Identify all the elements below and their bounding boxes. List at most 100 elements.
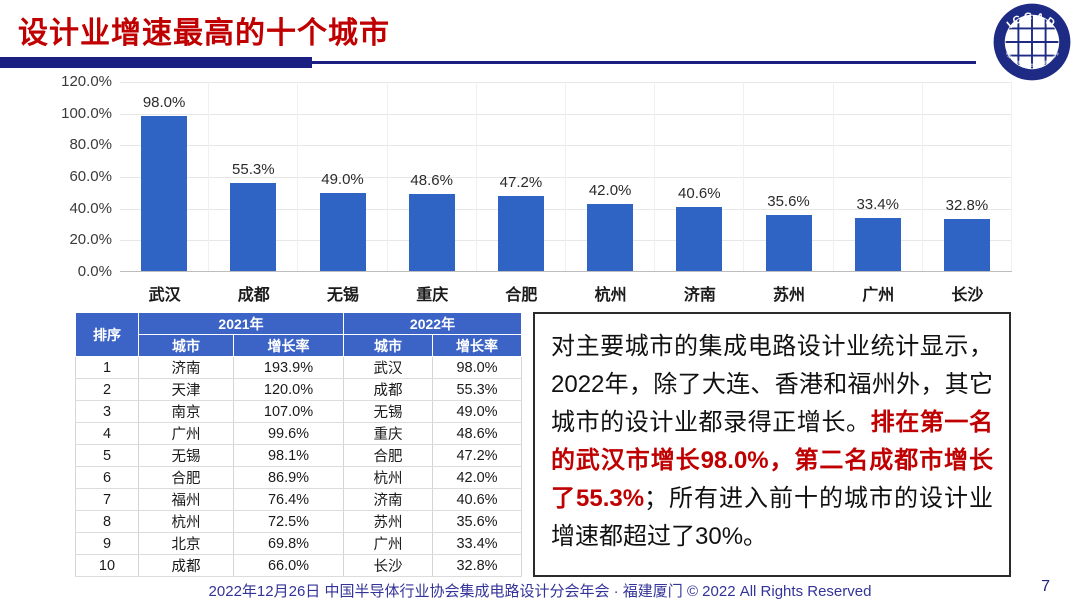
commentary-text-1: 对主要城市的集成电路设计业统计显示，2022年，除了大连、香港和福州外，其它城市… <box>551 333 993 436</box>
table-cell: 济南 <box>343 488 433 511</box>
table-row: 5 无锡 98.1% 合肥 47.2% <box>75 444 522 467</box>
table-cell: 3 <box>75 400 139 423</box>
bar-value-label: 47.2% <box>499 174 543 191</box>
bar-group: 35.6% <box>744 82 834 271</box>
table-row: 1 济南 193.9% 武汉 98.0% <box>75 356 522 379</box>
table-row: 9 北京 69.8% 广州 33.4% <box>75 532 522 555</box>
table-cell: 7 <box>75 488 139 511</box>
table-cell: 9 <box>75 532 139 555</box>
bar <box>587 204 634 271</box>
y-tick-label: 0.0% <box>77 263 112 280</box>
table-cell: 杭州 <box>343 466 433 489</box>
bar-value-label: 35.6% <box>767 193 810 210</box>
table-cell: 33.4% <box>432 532 522 555</box>
table-cell: 193.9% <box>233 356 344 379</box>
y-tick-label: 100.0% <box>61 104 112 122</box>
bar <box>141 116 188 271</box>
table-cell: 8 <box>75 510 139 533</box>
x-tick-label: 武汉 <box>148 287 181 304</box>
y-tick-label: 40.0% <box>69 199 112 217</box>
table-row: 10 成都 66.0% 长沙 32.8% <box>75 554 522 577</box>
table-cell: 69.8% <box>233 532 344 555</box>
y-tick-label: 80.0% <box>69 136 112 154</box>
table-row: 7 福州 76.4% 济南 40.6% <box>75 488 522 511</box>
table-cell: 98.0% <box>432 356 522 379</box>
bar <box>230 183 277 271</box>
table-cell: 重庆 <box>343 422 433 445</box>
bar-group: 33.4% <box>834 82 923 271</box>
title-underline-thin <box>312 61 976 64</box>
y-tick-label: 20.0% <box>69 231 112 249</box>
table-cell: 47.2% <box>432 444 522 467</box>
table-cell: 2 <box>75 378 139 401</box>
table-cell: 49.0% <box>432 400 522 423</box>
y-tick-label: 120.0% <box>61 73 112 90</box>
table-cell: 无锡 <box>138 444 234 467</box>
table-row: 8 杭州 72.5% 苏州 35.6% <box>75 510 522 533</box>
bar-value-label: 33.4% <box>856 196 899 213</box>
x-tick-label: 长沙 <box>951 287 984 304</box>
table-cell: 5 <box>75 444 139 467</box>
table-row: 4 广州 99.6% 重庆 48.6% <box>75 422 522 445</box>
bar-group: 55.3% <box>209 82 299 271</box>
ranking-table: 排序 2021年 2022年 城市 增长率 城市 增长率 1 济南 193.9% 武汉 98.0% 2 天… <box>75 312 522 577</box>
table-cell: 天津 <box>138 378 234 401</box>
iccad-logo-icon: ICCAD 中国半导体行业协会集成电路设计分会 <box>993 3 1071 81</box>
plot-area: 98.0% 55.3% 49.0% 48.6% 47.2% 42.0% 40.6% 35.6%… <box>120 82 1013 272</box>
sub-header-cell: 城市 <box>343 334 433 357</box>
table-cell: 北京 <box>138 532 234 555</box>
bar-value-label: 98.0% <box>142 94 186 111</box>
table-cell: 99.6% <box>233 422 344 445</box>
table-head: 排序 2021年 2022年 城市 增长率 城市 增长率 <box>75 312 522 357</box>
bar-value-label: 42.0% <box>588 182 632 199</box>
table-cell: 广州 <box>343 532 433 555</box>
bar-value-label: 49.0% <box>321 171 364 188</box>
table-cell: 杭州 <box>138 510 234 533</box>
table-cell: 济南 <box>138 356 234 379</box>
table-row: 2 天津 120.0% 成都 55.3% <box>75 378 522 401</box>
table-cell: 76.4% <box>233 488 344 511</box>
commentary-box: 对主要城市的集成电路设计业统计显示，2022年，除了大连、香港和福州外，其它城市… <box>533 312 1011 577</box>
table-cell: 72.5% <box>233 510 344 533</box>
bar-group: 98.0% <box>120 82 210 271</box>
year-header-cell: 2021年 <box>138 312 344 335</box>
x-axis-labels: 武汉 成都 无锡 重庆 合肥 杭州 济南 苏州 广州 长沙 <box>120 281 1012 305</box>
table-header-row: 排序 2021年 2022年 <box>75 312 522 357</box>
x-tick-label: 杭州 <box>594 287 627 304</box>
sub-header-cell: 增长率 <box>233 334 344 357</box>
table-cell: 长沙 <box>343 554 433 577</box>
x-tick-label: 济南 <box>683 287 716 304</box>
table-cell: 86.9% <box>233 466 344 489</box>
x-tick-label: 苏州 <box>773 287 806 304</box>
table-subheader-row: 城市 增长率 城市 增长率 <box>76 334 522 357</box>
bar-group: 42.0% <box>566 82 656 271</box>
table-cell: 福州 <box>138 488 234 511</box>
bar <box>854 218 901 271</box>
title-underline-thick <box>0 57 312 68</box>
bar <box>408 194 455 271</box>
table-cell: 成都 <box>343 378 433 401</box>
bar-value-label: 32.8% <box>945 197 989 214</box>
bar-value-label: 55.3% <box>232 161 275 178</box>
table-cell: 107.0% <box>233 400 344 423</box>
bar <box>676 207 723 271</box>
bar-value-label: 40.6% <box>678 185 721 202</box>
iccad-logo: ICCAD 中国半导体行业协会集成电路设计分会 <box>992 2 1072 82</box>
bar-group: 48.6% <box>388 82 477 271</box>
x-tick-label: 合肥 <box>505 287 538 304</box>
commentary-text-2: ；所有进入前十的城市的设计业增速都超过了30%。 <box>551 485 993 550</box>
table-cell: 6 <box>75 466 139 489</box>
page-title: 设计业增速最高的十个城市 <box>18 17 390 50</box>
table-cell: 广州 <box>138 422 234 445</box>
x-tick-label: 成都 <box>237 287 270 304</box>
table-cell: 武汉 <box>343 356 433 379</box>
table-cell: 32.8% <box>432 554 522 577</box>
bar-value-label: 48.6% <box>410 172 453 189</box>
page-number: 7 <box>1041 578 1050 595</box>
table-cell: 合肥 <box>138 466 234 489</box>
table-cell: 48.6% <box>432 422 522 445</box>
table-cell: 合肥 <box>343 444 433 467</box>
x-tick-label: 重庆 <box>416 287 449 304</box>
table-cell: 42.0% <box>432 466 522 489</box>
